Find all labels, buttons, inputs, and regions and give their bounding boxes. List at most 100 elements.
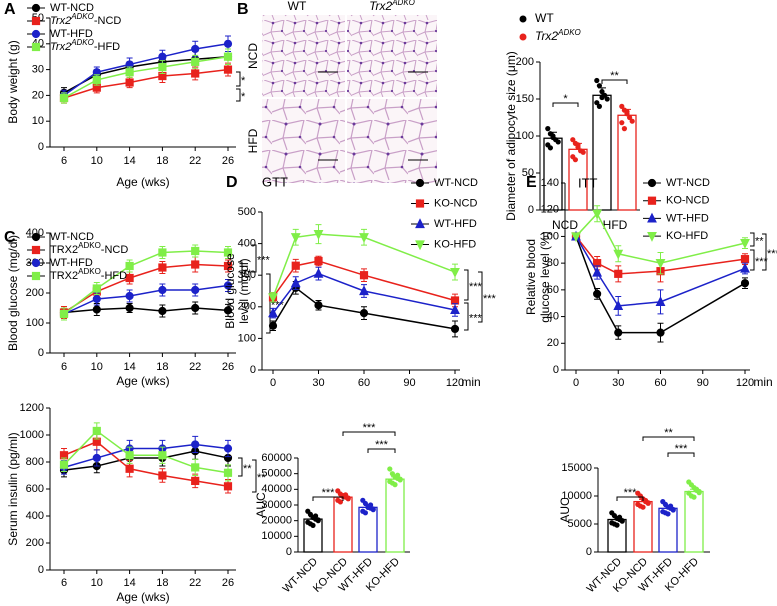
data-point: [665, 511, 671, 517]
significance: ***: [755, 256, 769, 268]
y-tick-label: 0: [38, 564, 44, 576]
marker: [223, 444, 233, 453]
marker: [125, 291, 134, 301]
x-tick-label: 22: [189, 155, 201, 167]
bracket: [236, 71, 241, 87]
marker: [59, 93, 69, 103]
significance: **: [664, 427, 673, 439]
panel-letter: A: [4, 1, 16, 18]
marker: [592, 266, 603, 277]
marker: [268, 293, 278, 304]
series-line: [63, 68, 229, 99]
x-tick-label: 6: [61, 155, 67, 167]
panel-letter: E: [526, 174, 537, 191]
x-tick-label: 0: [270, 377, 276, 389]
legend-marker: [519, 33, 527, 41]
y-tick-label: 20: [547, 337, 559, 349]
x-tick-label: 90: [697, 377, 709, 389]
marker: [314, 301, 323, 310]
legend-label: TRX2ADKO-NCD: [50, 241, 128, 256]
data-point: [345, 496, 351, 502]
marker: [92, 294, 101, 304]
y-tick-label: 0: [586, 546, 592, 558]
marker: [223, 281, 233, 290]
series-line: [63, 55, 229, 94]
marker: [740, 279, 750, 288]
data-point: [621, 126, 628, 132]
y-tick-label: 10000: [561, 490, 592, 502]
bracket: [238, 457, 243, 477]
marker: [125, 78, 134, 87]
bar: [617, 114, 637, 211]
marker: [158, 306, 167, 316]
y-tick-label: 1000: [20, 429, 44, 441]
marker: [191, 260, 200, 269]
image-row-label: HFD: [246, 128, 260, 153]
y-tick-label: 60: [547, 284, 559, 296]
bracket: [238, 261, 243, 283]
bracket: [642, 436, 695, 441]
chart-title: GTT: [262, 174, 288, 189]
x-axis-label: Age (wks): [116, 175, 169, 189]
data-point: [547, 145, 554, 151]
marker: [450, 296, 460, 305]
data-point: [397, 476, 403, 482]
y-tick-label: 0: [38, 347, 44, 359]
data-point: [580, 149, 586, 155]
x-tick-label: 30: [312, 377, 324, 389]
legend-label: Trx2ADKO: [535, 28, 581, 43]
marker: [92, 453, 101, 463]
bracket: [266, 273, 271, 334]
legend-label: WT-HFD: [50, 257, 93, 269]
legend-marker: [31, 258, 41, 268]
marker: [268, 321, 278, 330]
series-line: [63, 43, 229, 97]
series-line: [63, 307, 229, 314]
y-tick-label: 300: [238, 269, 256, 281]
y-tick-label: 50000: [261, 468, 292, 480]
marker: [290, 277, 301, 288]
marker: [158, 248, 167, 257]
x-axis-label: Age (wks): [116, 590, 169, 604]
data-point: [395, 472, 401, 478]
y-tick-label: 60000: [261, 452, 292, 464]
y-axis-label: Serum insulin (pg/ml): [6, 432, 20, 545]
marker: [158, 52, 167, 61]
panel-letter: D: [226, 174, 238, 191]
marker: [571, 232, 581, 243]
data-point: [691, 494, 697, 500]
data-point: [337, 499, 343, 505]
marker: [125, 464, 134, 473]
data-point: [370, 506, 376, 512]
x-tick-label: 22: [189, 361, 201, 373]
bracket: [367, 448, 396, 453]
significance: **: [257, 472, 266, 484]
marker: [191, 44, 200, 54]
legend-label: TRX2ADKO-HFD: [50, 267, 127, 282]
significance: **: [243, 268, 252, 280]
marker: [191, 303, 200, 313]
data-point: [572, 157, 579, 163]
marker: [359, 309, 369, 318]
x-tick-label: 90: [403, 377, 415, 389]
legend-marker: [647, 178, 657, 188]
data-point: [619, 120, 625, 126]
y-tick-label: 200: [516, 56, 534, 68]
marker: [223, 248, 233, 257]
data-point: [599, 94, 605, 101]
legend-marker: [31, 232, 41, 242]
y-tick-label: 20000: [261, 515, 292, 527]
bar: [385, 478, 405, 553]
x-tick-label: 22: [189, 577, 201, 589]
series-line: [63, 440, 229, 488]
significance: **: [610, 70, 619, 82]
data-point: [645, 500, 651, 506]
x-tick-label: 120: [446, 377, 464, 389]
x-tick-label: 18: [156, 361, 168, 373]
marker: [92, 75, 101, 85]
x-tick-label: 14: [123, 361, 135, 373]
marker: [290, 233, 301, 243]
x-tick-label: 120: [736, 377, 754, 389]
y-tick-label: 500: [238, 206, 256, 218]
